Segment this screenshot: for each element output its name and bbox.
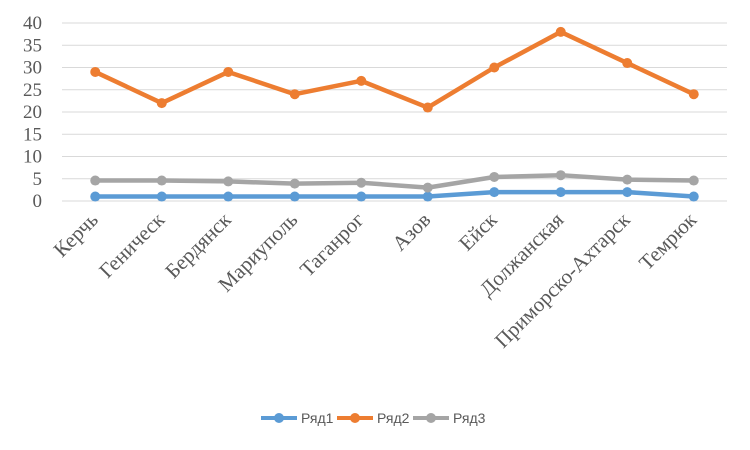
series-3	[90, 170, 699, 193]
series-2	[90, 26, 699, 113]
data-point	[90, 191, 101, 202]
x-tick-label: Ейск	[454, 207, 502, 255]
x-tick-label: Темрюк	[634, 207, 702, 275]
x-tick-label: Азов	[387, 208, 435, 256]
data-point	[90, 66, 101, 77]
data-point	[356, 75, 367, 86]
legend-swatch-marker	[426, 413, 436, 423]
data-point	[289, 89, 300, 100]
data-point	[90, 175, 101, 186]
y-tick-label: 35	[23, 35, 42, 56]
data-point	[489, 171, 500, 182]
y-tick-label: 40	[23, 13, 42, 34]
y-tick-label: 10	[23, 147, 42, 168]
data-point	[223, 176, 234, 187]
y-tick-label: 30	[23, 58, 42, 79]
series-1	[90, 187, 699, 202]
data-point	[555, 187, 566, 198]
data-point	[356, 191, 367, 202]
x-tick-label: Керчь	[49, 208, 103, 262]
y-tick-label: 0	[33, 191, 43, 212]
data-point	[688, 191, 699, 202]
legend-label: Ряд1	[301, 410, 334, 426]
data-point	[156, 175, 167, 186]
data-point	[555, 26, 566, 37]
x-tick-label: Таганрог	[295, 207, 369, 281]
y-tick-label: 15	[23, 124, 42, 145]
data-point	[223, 66, 234, 77]
y-tick-label: 20	[23, 102, 42, 123]
legend-swatch-marker	[274, 413, 284, 423]
data-point	[622, 58, 633, 69]
legend: Ряд1 Ряд2 Ряд3	[261, 410, 486, 426]
data-point	[688, 175, 699, 186]
legend-item: Ряд1	[261, 410, 334, 426]
legend-swatch-marker	[350, 413, 360, 423]
data-point	[422, 102, 433, 113]
series-lines	[90, 26, 699, 202]
data-point	[555, 170, 566, 181]
data-point	[223, 191, 234, 202]
series-line	[93, 189, 696, 199]
series-line	[93, 172, 696, 190]
data-point	[489, 62, 500, 73]
x-tick-label: Геническ	[94, 207, 170, 283]
data-point	[489, 187, 500, 198]
legend-label: Ряд2	[377, 410, 410, 426]
data-point	[622, 174, 633, 185]
data-point	[156, 191, 167, 202]
series-line	[93, 29, 696, 110]
data-point	[688, 89, 699, 100]
legend-item: Ряд3	[413, 410, 486, 426]
data-point	[422, 191, 433, 202]
legend-label: Ряд3	[453, 410, 486, 426]
data-point	[289, 178, 300, 189]
data-point	[356, 177, 367, 188]
gridlines	[62, 22, 727, 202]
data-point	[289, 191, 300, 202]
y-tick-label: 25	[23, 80, 42, 101]
y-tick-label: 5	[33, 169, 43, 190]
legend-item: Ряд2	[337, 410, 410, 426]
data-point	[622, 187, 633, 198]
data-point	[156, 98, 167, 109]
data-point	[422, 182, 433, 193]
